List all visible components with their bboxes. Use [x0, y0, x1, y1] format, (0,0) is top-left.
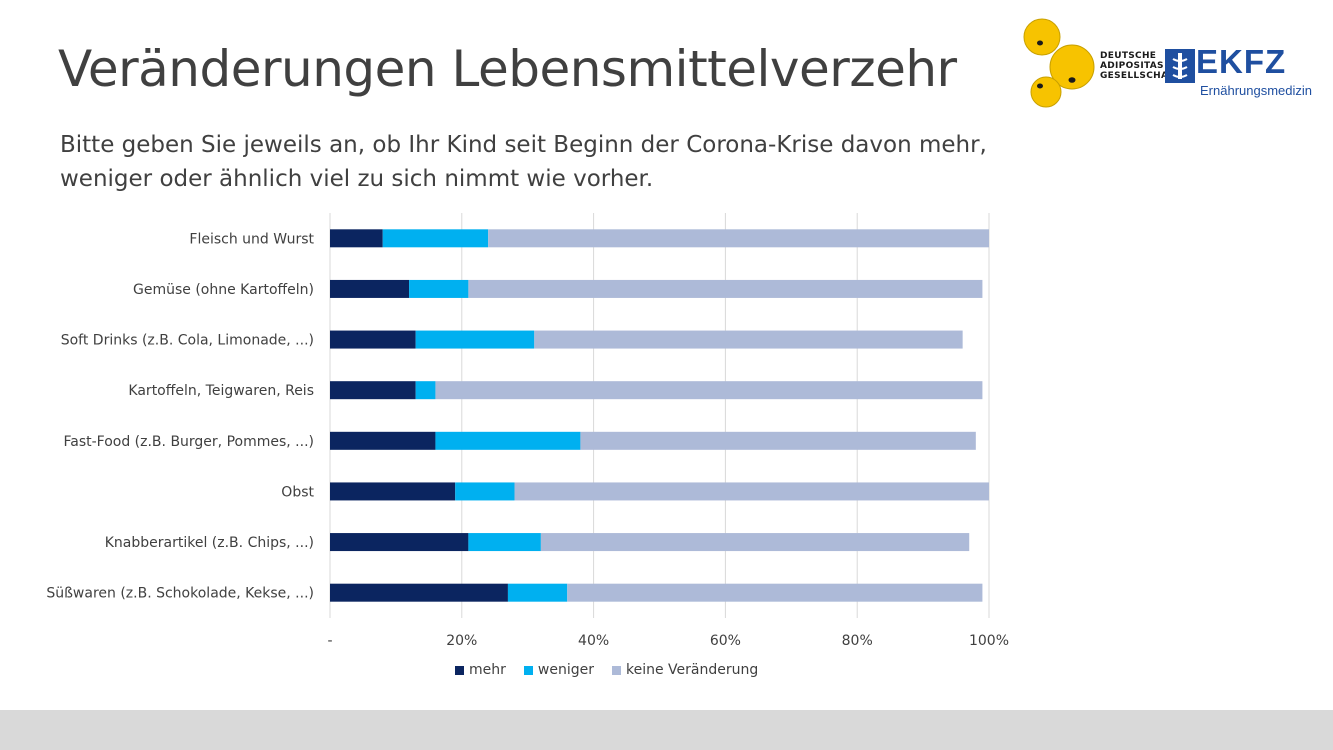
- dag-line-1: Deutsche: [1100, 51, 1157, 61]
- legend-label-keine: keine Veränderung: [625, 662, 759, 678]
- footer-band: [0, 710, 1333, 750]
- legend-item-mehr: mehr: [455, 662, 506, 678]
- bar-weniger: [468, 533, 541, 552]
- bar-mehr: [330, 279, 410, 298]
- legend-label-mehr: mehr: [469, 662, 506, 678]
- dag-line-2: Adipositas: [1100, 61, 1164, 71]
- bar-weniger: [507, 583, 568, 602]
- ekfz-logo-text: EKFZ: [1196, 43, 1287, 80]
- bar-mehr: [330, 229, 383, 248]
- x-tick-label: 20%: [446, 633, 477, 649]
- bar-weniger: [382, 229, 489, 248]
- legend-label-weniger: weniger: [537, 662, 594, 678]
- bar-mehr: [330, 381, 416, 400]
- category-label: Süßwaren (z.B. Schokolade, Kekse, ...): [46, 586, 314, 602]
- dag-logo-icon: [1023, 18, 1095, 108]
- legend-item-weniger: weniger: [523, 662, 594, 678]
- x-tick-label: 60%: [710, 633, 741, 649]
- ekfz-logo-subtitle: Ernährungsmedizin: [1200, 83, 1313, 98]
- logo-area: Deutsche Adipositas Gesellschaft EKFZ Er…: [1018, 15, 1323, 115]
- bar-keine: [435, 381, 983, 400]
- legend-swatch-mehr: [455, 665, 464, 675]
- subtitle-line-1: Bitte geben Sie jeweils an, ob Ihr Kind …: [60, 132, 987, 158]
- subtitle-line-2: weniger oder ähnlich viel zu sich nimmt …: [60, 166, 654, 192]
- legend-swatch-weniger: [523, 665, 533, 675]
- bar-weniger: [455, 482, 515, 501]
- bar-weniger: [415, 330, 535, 349]
- bar-mehr: [330, 482, 456, 501]
- dag-line-3: Gesellschaft: [1100, 71, 1182, 81]
- bar-mehr: [330, 431, 436, 450]
- bar-keine: [488, 229, 989, 248]
- stacked-bar-chart: - 20% 40% 60% 80% 100% Fleisch und Wurst Gemüse…: [46, 213, 1009, 649]
- category-label: Knabberartikel (z.B. Chips, ...): [105, 535, 314, 551]
- bar-weniger: [409, 279, 469, 298]
- x-tick-label: -: [327, 633, 332, 649]
- chart-legend: mehr weniger keine Veränderung: [455, 662, 758, 678]
- bar-keine: [468, 279, 983, 298]
- bar-keine: [534, 330, 963, 349]
- bar-keine: [540, 533, 970, 552]
- page-subtitle: Bitte geben Sie jeweils an, ob Ihr Kind …: [60, 128, 1020, 196]
- category-label: Gemüse (ohne Kartoffeln): [133, 282, 314, 298]
- bar-keine: [580, 431, 976, 450]
- bar-mehr: [330, 533, 469, 552]
- bar-mehr: [330, 583, 508, 602]
- x-tick-label: 80%: [842, 633, 873, 649]
- dag-logo-text: Deutsche Adipositas Gesellschaft: [1100, 51, 1181, 81]
- category-label: Kartoffeln, Teigwaren, Reis: [128, 383, 314, 399]
- bar-keine: [567, 583, 983, 602]
- category-label: Soft Drinks (z.B. Cola, Limonade, ...): [61, 333, 314, 349]
- category-label: Fleisch und Wurst: [189, 231, 314, 247]
- x-tick-label: 100%: [969, 633, 1009, 649]
- ekfz-emblem-icon: [1165, 49, 1195, 83]
- legend-item-keine: keine Veränderung: [611, 662, 759, 678]
- category-label: Obst: [281, 484, 314, 500]
- legend-swatch-keine: [611, 665, 621, 675]
- bar-weniger: [435, 431, 581, 450]
- x-tick-label: 40%: [578, 633, 609, 649]
- page-title: Veränderungen Lebensmittelverzehr: [58, 40, 957, 98]
- category-label: Fast-Food (z.B. Burger, Pommes, ...): [63, 434, 314, 450]
- bar-weniger: [415, 381, 436, 400]
- bar-mehr: [330, 330, 416, 349]
- bar-keine: [514, 482, 989, 501]
